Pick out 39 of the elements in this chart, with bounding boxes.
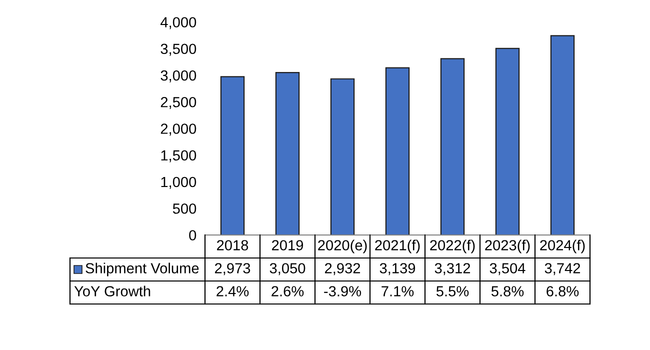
text: 2.6%: [272, 286, 304, 296]
data-label: 2,932: [324, 263, 360, 276]
text: 5.8%: [491, 286, 524, 296]
text: -3.9%: [324, 286, 362, 296]
data-label: 3,504: [490, 263, 526, 276]
x-tick-label: 2020(e): [318, 240, 367, 254]
bar: [385, 67, 410, 235]
y-tick-label: 4,000: [160, 17, 196, 30]
text: 2.4%: [216, 286, 249, 296]
y-tick-label: 3,500: [160, 44, 196, 56]
x-tick-label: 2021(f): [375, 240, 420, 254]
y-tick-label: 2,000: [160, 124, 196, 136]
text: 6.8%: [546, 286, 579, 296]
data-label: 3,312: [434, 263, 470, 276]
data-label: 3,139: [380, 263, 416, 276]
x-tick-label: 2018: [217, 240, 248, 250]
bar: [220, 76, 245, 235]
legend-label: Shipment Volume: [86, 262, 199, 276]
x-tick-label: 2022(f): [430, 240, 475, 254]
text: 7.1%: [382, 286, 414, 296]
bar: [330, 78, 355, 235]
data-label: 3,742: [544, 263, 580, 276]
x-tick-label: 2019: [272, 240, 304, 250]
y-tick-label: 500: [172, 203, 196, 214]
y-tick-label: 1,500: [161, 150, 196, 162]
bar: [275, 72, 300, 235]
data-label: 3,050: [270, 263, 306, 276]
data-label: 2,973: [214, 263, 250, 276]
y-tick-label: 1,000: [161, 176, 196, 189]
text: 5.5%: [436, 286, 469, 296]
y-tick-label: 0: [189, 230, 196, 240]
x-tick-label: 2023(f): [485, 240, 530, 254]
text: YoY Growth: [74, 286, 150, 296]
bar: [440, 58, 465, 235]
y-tick-label: 2,500: [160, 96, 196, 110]
bar: [495, 48, 520, 235]
bar: [550, 35, 575, 235]
x-tick-label: 2024(f): [540, 240, 585, 254]
y-tick-label: 3,000: [160, 70, 196, 82]
